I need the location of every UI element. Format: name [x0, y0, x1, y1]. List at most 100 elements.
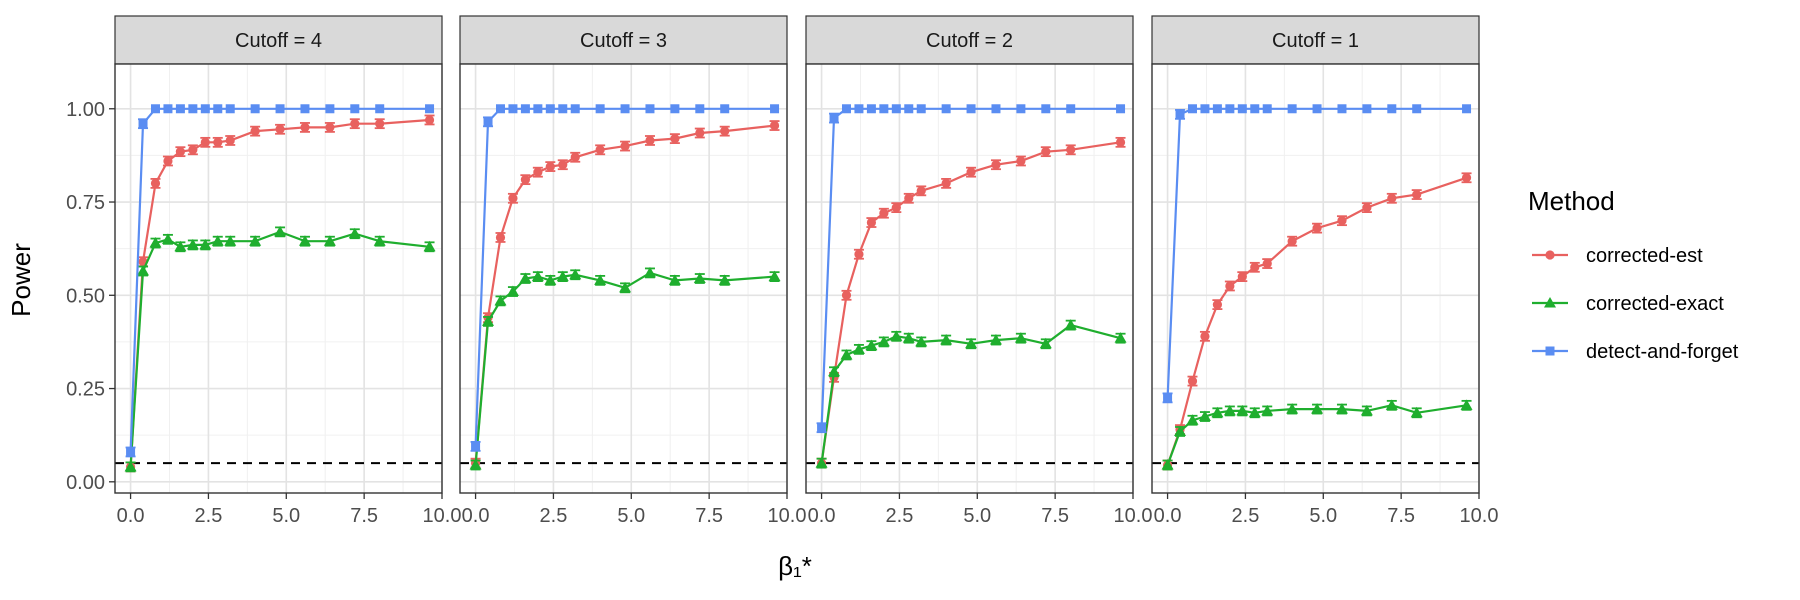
data-point	[533, 104, 543, 114]
data-point	[423, 240, 436, 252]
data-point	[175, 147, 185, 157]
data-point	[1212, 104, 1222, 114]
x-tick-label: 2.5	[540, 505, 568, 527]
legend-label: corrected-est	[1586, 245, 1703, 267]
facet-strip-label: Cutoff = 4	[235, 30, 322, 52]
data-point	[1387, 193, 1397, 203]
data-point	[373, 235, 386, 246]
data-point	[137, 265, 150, 276]
data-point	[1312, 104, 1322, 114]
data-point	[620, 104, 630, 114]
data-point	[643, 266, 656, 278]
data-point	[275, 124, 285, 134]
data-point	[1237, 104, 1247, 114]
data-point	[300, 122, 310, 133]
series-line	[474, 107, 775, 447]
legend-key-marker	[1544, 297, 1556, 308]
y-tick-label: 0.25	[66, 379, 105, 401]
data-point	[1175, 109, 1185, 119]
series-detect-and-forget	[470, 104, 780, 452]
legend-title: Method	[1528, 186, 1615, 216]
data-point	[695, 104, 705, 114]
y-tick-label: 0.50	[66, 285, 105, 307]
data-point	[186, 238, 199, 250]
data-point	[188, 145, 198, 155]
data-point	[150, 104, 160, 114]
data-point	[508, 193, 518, 203]
panel-1: Cutoff = 4 0.0 2.5 5.0 7.5 10.0 0.00 0.25 0.50 0.…	[66, 15, 461, 527]
data-point	[350, 119, 360, 129]
panel-4: Cutoff = 1 0.0 2.5 5.0 7.5 10.0	[1151, 15, 1499, 527]
data-point	[531, 270, 544, 282]
x-tick-label: 5.0	[1309, 505, 1337, 527]
facet-strip-label: Cutoff = 3	[580, 30, 667, 52]
legend-entry-detect-and-forget: detect-and-forget	[1532, 341, 1739, 363]
data-point	[1161, 459, 1174, 470]
data-point	[213, 104, 223, 114]
data-point	[1337, 104, 1347, 114]
data-point	[300, 104, 310, 114]
data-point	[877, 335, 890, 347]
x-tick-label: 5.0	[272, 505, 300, 527]
data-point	[520, 104, 530, 114]
data-point	[1174, 425, 1187, 436]
data-point	[1362, 104, 1372, 114]
data-point	[879, 208, 889, 218]
legend-entry-corrected-est: corrected-est	[1532, 245, 1703, 267]
data-point	[150, 178, 161, 188]
data-point	[941, 104, 951, 114]
data-point	[619, 281, 632, 293]
data-point	[841, 290, 852, 300]
data-point	[840, 348, 853, 360]
series-line	[820, 107, 1121, 428]
panel-border	[114, 63, 443, 494]
data-point	[1116, 104, 1126, 114]
data-point	[558, 160, 568, 170]
data-point	[1262, 258, 1272, 269]
data-point	[1016, 156, 1026, 166]
data-point	[1335, 403, 1348, 414]
y-tick-label: 1.00	[66, 99, 105, 121]
data-point	[188, 104, 198, 114]
data-point	[325, 104, 335, 114]
data-point	[854, 104, 864, 114]
data-point	[693, 272, 706, 283]
data-point	[323, 235, 336, 246]
data-point	[1186, 414, 1199, 425]
data-point	[769, 120, 780, 131]
data-point	[668, 274, 681, 285]
x-tick-label: 7.5	[1387, 505, 1415, 527]
data-point	[879, 104, 889, 114]
data-point	[1198, 410, 1211, 422]
data-point	[915, 335, 928, 347]
x-tick-label: 10.0	[1460, 505, 1499, 527]
x-tick-label: 10.0	[768, 505, 807, 527]
data-point	[1041, 104, 1051, 114]
data-point	[1362, 203, 1372, 213]
data-point	[991, 160, 1001, 170]
data-point	[1385, 399, 1398, 410]
data-point	[275, 104, 285, 114]
panel-3: Cutoff = 2 0.0 2.5 5.0 7.5 10.0	[805, 15, 1152, 527]
data-point	[1223, 404, 1236, 416]
data-point	[1187, 104, 1197, 114]
x-tick-label: 2.5	[195, 505, 223, 527]
data-point	[249, 235, 262, 246]
data-point	[199, 238, 212, 250]
data-point	[916, 186, 926, 196]
data-point	[200, 137, 210, 147]
data-point	[225, 104, 235, 114]
data-point	[940, 334, 953, 345]
facet-strip-label: Cutoff = 1	[1272, 30, 1359, 52]
data-point	[1462, 104, 1472, 114]
data-point	[375, 104, 385, 114]
data-point	[1041, 147, 1051, 157]
data-point	[1412, 189, 1422, 200]
series-corrected-exact	[469, 266, 781, 471]
data-point	[1287, 104, 1297, 114]
x-tick-label: 7.5	[350, 505, 378, 527]
data-point	[890, 330, 903, 341]
data-point	[1225, 104, 1235, 114]
facet-strip	[1151, 15, 1480, 65]
series-line	[820, 141, 1121, 464]
